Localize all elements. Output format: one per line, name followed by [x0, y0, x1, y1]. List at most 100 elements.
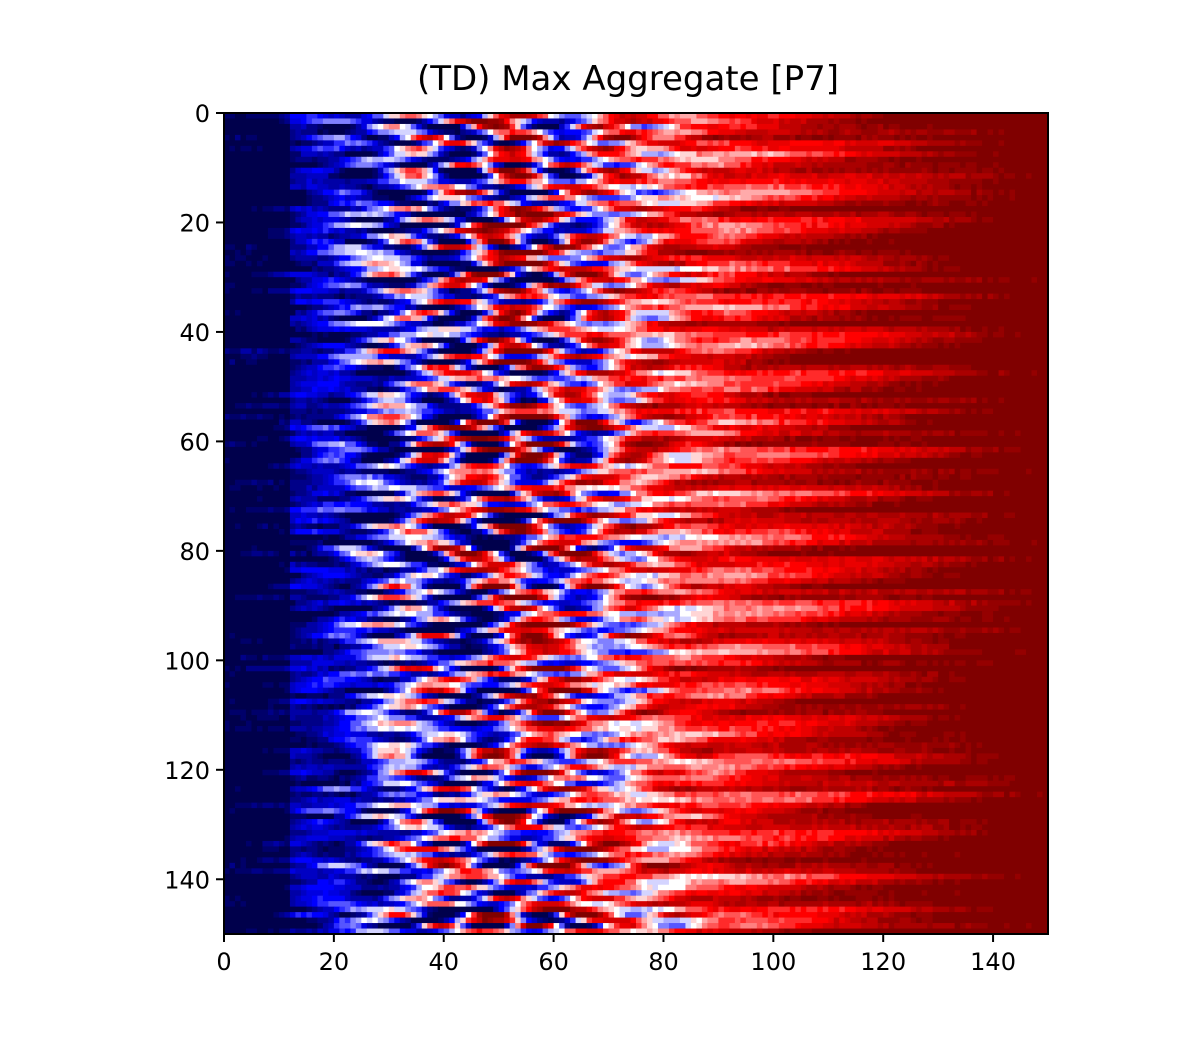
heatmap-cell-run: [311, 419, 318, 426]
heatmap-cell-run: [603, 337, 610, 344]
heatmap-cell-run: [399, 310, 406, 317]
heatmap-cell-run: [690, 337, 698, 344]
heatmap-cell-run: [921, 167, 928, 174]
heatmap-cell-run: [592, 326, 599, 333]
heatmap-cell-run: [751, 424, 758, 432]
heatmap-cell-run: [333, 189, 340, 196]
heatmap-cell-run: [537, 342, 544, 349]
heatmap-cell-run: [289, 123, 302, 131]
heatmap-cell-run: [487, 359, 494, 366]
heatmap-cell-run: [756, 430, 763, 437]
heatmap-cell-run: [361, 113, 368, 120]
heatmap-cell-run: [487, 211, 494, 218]
heatmap-cell-run: [300, 342, 307, 349]
heatmap-cell-run: [949, 255, 1049, 262]
heatmap-cell-run: [548, 178, 555, 185]
heatmap-cell-run: [306, 435, 313, 442]
heatmap-cell-run: [339, 189, 346, 196]
heatmap-cell-run: [482, 359, 489, 366]
heatmap-cell-run: [586, 370, 610, 377]
heatmap-cell-run: [498, 331, 505, 338]
heatmap-cell-run: [372, 189, 379, 196]
heatmap-cell-run: [427, 140, 434, 147]
heatmap-cell-run: [916, 129, 928, 136]
heatmap-cell-run: [614, 271, 621, 278]
heatmap-cell-run: [449, 282, 461, 289]
heatmap-cell-run: [317, 310, 324, 317]
heatmap-cell-run: [526, 123, 533, 131]
heatmap-cell-run: [520, 342, 527, 349]
heatmap-cell-run: [745, 173, 752, 180]
heatmap-cell-run: [811, 430, 824, 437]
heatmap-cell-run: [570, 353, 577, 360]
heatmap-cell-run: [625, 430, 632, 437]
heatmap-cell-run: [581, 151, 588, 158]
heatmap-cell-run: [559, 359, 566, 366]
heatmap-cell-run: [614, 156, 621, 163]
heatmap-cell-run: [872, 375, 879, 382]
heatmap-cell-run: [548, 113, 555, 120]
heatmap-cell-run: [592, 113, 599, 120]
heatmap-cell-run: [899, 156, 917, 163]
heatmap-cell-run: [778, 173, 785, 180]
heatmap-cell-run: [333, 293, 340, 300]
heatmap-cell-run: [553, 408, 560, 415]
heatmap-cell-run: [603, 304, 610, 311]
heatmap-cell-run: [740, 206, 758, 213]
heatmap-cell-run: [394, 381, 401, 388]
heatmap-cell-run: [729, 134, 741, 141]
heatmap-cell-run: [520, 255, 527, 262]
heatmap-cell-run: [888, 342, 895, 349]
heatmap-cell-run: [267, 348, 280, 355]
heatmap-cell-run: [311, 435, 318, 442]
heatmap-cell-run: [619, 375, 626, 382]
heatmap-cell-run: [712, 167, 730, 174]
heatmap-cell-run: [707, 348, 714, 355]
heatmap-cell-run: [553, 145, 566, 152]
heatmap-cell-run: [668, 238, 676, 245]
heatmap-cell-run: [575, 424, 582, 432]
heatmap-cell-run: [515, 216, 522, 224]
heatmap-cell-run: [245, 255, 264, 262]
heatmap-cell-run: [548, 189, 555, 196]
heatmap-cell-run: [949, 184, 956, 191]
heatmap-cell-run: [663, 238, 670, 245]
heatmap-cell-run: [515, 129, 527, 136]
heatmap-cell-run: [553, 129, 560, 136]
heatmap-cell-run: [652, 200, 659, 207]
heatmap-cell-run: [756, 233, 763, 240]
heatmap-cell-run: [410, 403, 417, 410]
heatmap-cell-run: [888, 375, 895, 382]
heatmap-cell-run: [806, 315, 813, 322]
heatmap-cell-run: [394, 364, 401, 371]
heatmap-cell-run: [410, 430, 417, 437]
heatmap-cell-run: [454, 118, 461, 125]
heatmap-cell-run: [921, 293, 928, 300]
heatmap-cell-run: [410, 227, 423, 235]
heatmap-cell-run: [1009, 195, 1016, 202]
heatmap-cell-run: [762, 145, 769, 152]
heatmap-cell-run: [696, 238, 709, 245]
heatmap-cell-run: [454, 359, 461, 366]
heatmap-cell-run: [224, 342, 297, 349]
heatmap-cell-run: [641, 118, 648, 125]
heatmap-cell-run: [828, 424, 851, 432]
heatmap-cell-run: [707, 424, 714, 432]
heatmap-cell-run: [443, 342, 450, 349]
heatmap-cell-run: [465, 266, 500, 273]
heatmap-cell-run: [828, 414, 835, 421]
heatmap-cell-run: [817, 266, 829, 273]
heatmap-cell-run: [482, 403, 489, 410]
heatmap-cell-run: [839, 129, 846, 136]
heatmap-cell-run: [476, 299, 483, 306]
heatmap-cell-run: [971, 195, 978, 202]
heatmap-cell-run: [377, 260, 390, 267]
heatmap-cell-run: [762, 211, 769, 218]
heatmap-cell-run: [559, 266, 566, 273]
heatmap-cell-run: [921, 173, 934, 180]
heatmap-cell-run: [877, 381, 884, 388]
heatmap-cell-run: [707, 260, 730, 267]
heatmap-cell-run: [537, 206, 544, 213]
heatmap-cell-run: [811, 173, 818, 180]
heatmap-cell-run: [383, 255, 401, 262]
